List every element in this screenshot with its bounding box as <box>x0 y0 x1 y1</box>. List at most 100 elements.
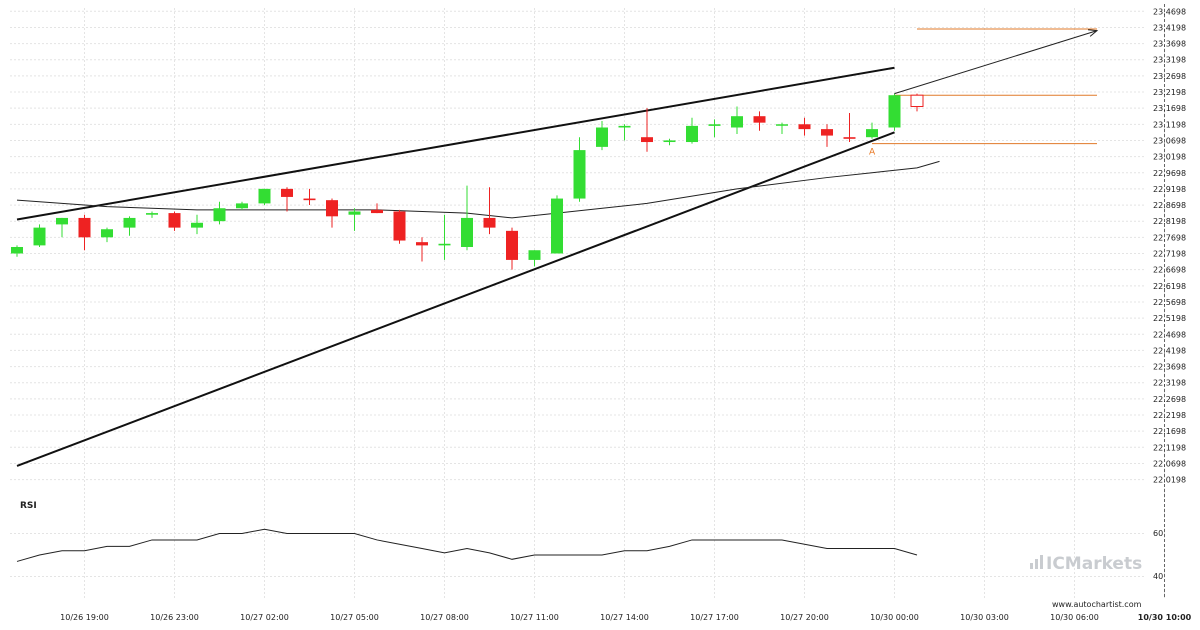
website-label: www.autochartist.com <box>1052 600 1142 609</box>
y-tick-label: 22.2698 <box>1153 395 1186 404</box>
y-tick-label: 22.3698 <box>1153 363 1186 372</box>
y-tick-label: 22.0698 <box>1153 459 1186 468</box>
x-tick-label: 10/27 11:00 <box>510 613 559 622</box>
x-tick-label: 10/27 14:00 <box>600 613 649 622</box>
candle <box>101 227 113 243</box>
candle-body <box>371 209 383 214</box>
rsi-tick-label: 40 <box>1153 572 1163 581</box>
candle <box>393 209 406 244</box>
candle-body <box>348 211 361 215</box>
candle <box>888 93 901 131</box>
y-tick-label: 22.4198 <box>1153 346 1186 355</box>
candle-body <box>101 229 113 238</box>
x-tick-label: 10/27 05:00 <box>330 613 379 622</box>
y-tick-label: 22.0198 <box>1153 476 1186 485</box>
candle <box>281 187 293 212</box>
forecast-arrow <box>894 29 1099 95</box>
candle-body <box>236 203 248 209</box>
candle <box>821 124 833 147</box>
candle-body <box>11 247 23 254</box>
arrow-head <box>1087 29 1099 37</box>
candle-body <box>618 125 631 128</box>
y-tick-label: 23.2698 <box>1153 72 1186 81</box>
brand-name: ICMarkets <box>1046 554 1142 574</box>
y-tick-label: 22.6698 <box>1153 266 1186 275</box>
candle <box>573 137 586 202</box>
candle-body <box>168 213 181 228</box>
x-tick-label: 10/30 06:00 <box>1050 613 1099 622</box>
y-tick-label: 22.1698 <box>1153 427 1186 436</box>
candle <box>416 237 428 262</box>
candle <box>483 187 496 235</box>
candle-body <box>776 124 788 126</box>
y-tick-label: 23.3698 <box>1153 40 1186 49</box>
rsi-grid <box>10 533 1146 577</box>
rsi-series <box>16 528 918 562</box>
y-tick-label: 23.3198 <box>1153 56 1186 65</box>
candle-body <box>461 217 473 247</box>
candle-body <box>528 250 541 260</box>
candle-body <box>573 150 586 199</box>
candle-body <box>641 137 653 143</box>
y-tick-label: 22.2198 <box>1153 411 1186 420</box>
candles <box>11 93 924 270</box>
candle-body <box>686 125 698 143</box>
rsi-tick-label: 60 <box>1153 529 1163 538</box>
y-tick-label: 23.4698 <box>1153 7 1186 16</box>
x-tick-label: 10/30 00:00 <box>870 613 919 622</box>
candle <box>303 188 316 206</box>
brand-logo: ICMarkets <box>1030 554 1142 574</box>
candle-body <box>708 124 721 126</box>
x-tick-label: 10/27 02:00 <box>240 613 289 622</box>
candle <box>641 108 653 152</box>
candle-body <box>123 217 136 228</box>
candle-body <box>506 230 518 260</box>
ma-line <box>16 160 940 219</box>
candle <box>843 112 856 143</box>
y-tick-label: 23.0698 <box>1153 136 1186 145</box>
candle-body <box>326 200 338 217</box>
candle <box>910 93 924 112</box>
candle-body <box>393 211 406 241</box>
candle <box>236 201 248 210</box>
candle-body <box>33 227 46 246</box>
y-tick-label: 22.7698 <box>1153 233 1186 242</box>
candle-body <box>910 94 924 108</box>
candle <box>168 211 181 231</box>
candle <box>213 201 226 225</box>
candle <box>438 214 451 260</box>
candle <box>326 198 338 228</box>
candle-body <box>596 127 608 147</box>
candle-body <box>483 217 496 228</box>
candle-body <box>303 198 316 201</box>
candle <box>776 122 788 134</box>
candle <box>753 111 766 131</box>
rsi-line <box>16 528 918 562</box>
x-tick-label: 10/26 19:00 <box>60 613 109 622</box>
y-tick-label: 22.7198 <box>1153 250 1186 259</box>
x-tick-label: 10/30 03:00 <box>960 613 1009 622</box>
candle-body <box>866 129 878 138</box>
y-tick-label: 22.5198 <box>1153 314 1186 323</box>
arrow-line <box>894 30 1098 95</box>
candle <box>123 216 136 236</box>
trendline <box>16 131 895 467</box>
levels: A <box>869 28 1097 158</box>
y-tick-label: 22.9698 <box>1153 169 1186 178</box>
x-tick-label: 10/27 08:00 <box>420 613 469 622</box>
candle-body <box>258 188 271 204</box>
candle <box>191 214 203 235</box>
x-tick-label: 10/27 20:00 <box>780 613 829 622</box>
candle <box>348 208 361 231</box>
y-axis: 23.4698 23.4198 23.3698 23.3198 23.2698 23.21… <box>1153 7 1186 484</box>
x-axis: 10/26 19:00 10/26 23:00 10/27 02:00 10/27 0… <box>60 613 1191 622</box>
candle <box>258 188 271 206</box>
candle <box>731 106 743 134</box>
candle <box>551 195 563 254</box>
candle <box>11 245 23 257</box>
candle-body <box>146 213 158 215</box>
candle <box>371 203 383 214</box>
candle <box>33 224 46 247</box>
y-tick-label: 22.3198 <box>1153 379 1186 388</box>
